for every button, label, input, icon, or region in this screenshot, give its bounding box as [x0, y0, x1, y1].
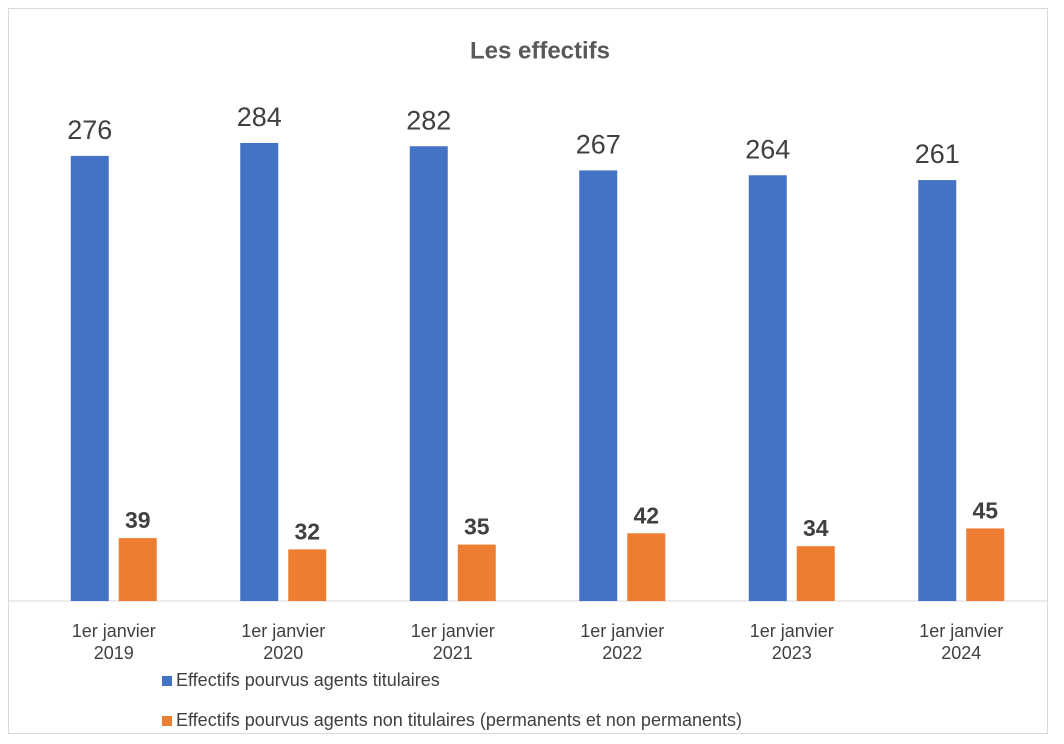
data-label: 45	[972, 498, 998, 524]
legend-entry: Effectifs pourvus agents titulaires	[162, 670, 440, 691]
data-label: 267	[576, 130, 621, 160]
x-tick-label: 1er janvier 2020	[241, 621, 326, 663]
bar	[70, 155, 109, 601]
bar	[748, 175, 787, 601]
legend-label: Effectifs pourvus agents titulaires	[176, 670, 440, 690]
chart-title: Les effectifs	[470, 37, 610, 64]
legend-swatch	[162, 675, 172, 686]
data-label: 264	[745, 134, 790, 164]
data-label: 39	[125, 507, 151, 533]
bar	[409, 146, 448, 602]
legend-label: Effectifs pourvus agents non titulaires …	[176, 710, 742, 730]
legend-swatch	[162, 715, 172, 726]
bar	[918, 180, 957, 601]
x-tick-label: 1er janvier 2021	[410, 621, 495, 663]
chart-frame	[8, 8, 1048, 734]
x-tick-label: 1er janvier 2022	[580, 621, 665, 663]
data-label: 282	[406, 105, 451, 135]
bar	[966, 528, 1005, 601]
bar	[118, 538, 157, 601]
data-label: 32	[294, 518, 320, 544]
data-label: 34	[803, 515, 829, 541]
x-tick-label: 1er janvier 2023	[749, 621, 834, 663]
bar	[579, 170, 618, 601]
data-label: 276	[67, 115, 112, 145]
bar	[457, 544, 496, 601]
x-tick-label: 1er janvier 2024	[919, 621, 1004, 663]
bar	[288, 549, 327, 601]
data-label: 284	[237, 102, 282, 132]
bar	[240, 143, 279, 601]
data-label: 261	[915, 139, 960, 169]
bar	[796, 546, 835, 601]
x-tick-label: 1er janvier 2019	[71, 621, 156, 663]
legend-entry: Effectifs pourvus agents non titulaires …	[162, 710, 742, 731]
bar	[627, 533, 666, 601]
data-label: 35	[464, 514, 490, 540]
data-label: 42	[633, 502, 659, 528]
